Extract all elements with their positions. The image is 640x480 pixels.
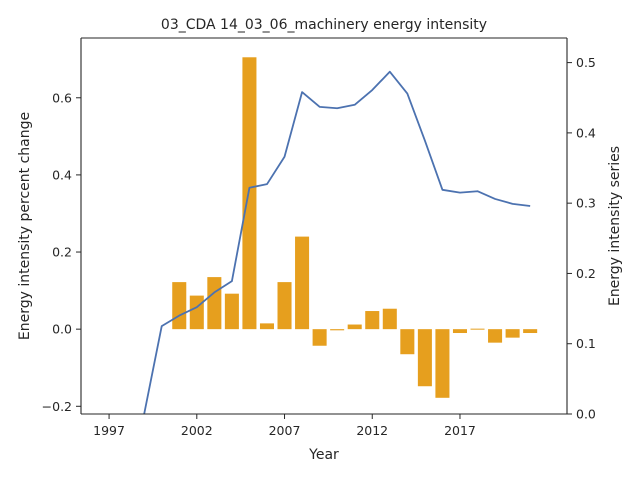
bar-2015 [417,329,432,387]
bar-2014 [400,329,415,355]
y-right-tick-label: 0.2 [576,266,596,281]
x-axis-label: Year [308,447,339,463]
bar-2017 [452,329,467,334]
chart-title: 03_CDA 14_03_06_machinery energy intensi… [161,17,487,33]
bar-2018 [470,328,485,330]
bar-2021 [523,329,538,334]
bar-2012 [365,311,380,330]
x-tick-label: 2017 [444,423,476,438]
y-right-tick-label: 0.5 [576,55,596,70]
x-tick-label: 2002 [181,423,213,438]
bar-2002 [189,295,204,330]
bar-2008 [295,236,310,330]
bar-2003 [207,277,222,330]
y-right-tick-label: 0.0 [576,407,596,422]
y-left-tick-label: −0.2 [42,399,72,414]
y-right-tick-label: 0.4 [576,125,596,140]
x-tick-label: 2012 [356,423,388,438]
bar-2005 [242,57,257,330]
series-line [143,70,531,414]
bar-2019 [488,329,503,343]
bar-2001 [172,282,187,330]
bar-2016 [435,329,450,398]
y-left-tick-label: 0.2 [52,245,72,260]
y-axis-right-label: Energy intensity series [607,146,623,306]
y-axis-left-label: Energy intensity percent change [17,112,33,340]
bar-2020 [505,329,520,338]
bar-2010 [330,329,345,331]
y-left-tick-label: 0.0 [52,322,72,337]
axes: 1997 2002 2007 2012 2017 −0.2 0.0 0.2 0.4 0.6 0.0 0… [42,37,596,438]
bar-2013 [382,308,397,330]
bar-2007 [277,282,292,330]
x-tick-label: 2007 [269,423,301,438]
y-left-tick-label: 0.4 [52,167,72,182]
y-right-tick-label: 0.3 [576,196,596,211]
bar-2011 [347,324,362,330]
bar-2006 [259,323,274,330]
bar-2009 [312,329,327,346]
x-tick-label: 1997 [93,423,125,438]
bar-2004 [224,293,239,330]
line-series [143,70,531,414]
y-right-tick-label: 0.1 [576,336,596,351]
bar-series [172,57,538,398]
y-left-tick-label: 0.6 [52,90,72,105]
